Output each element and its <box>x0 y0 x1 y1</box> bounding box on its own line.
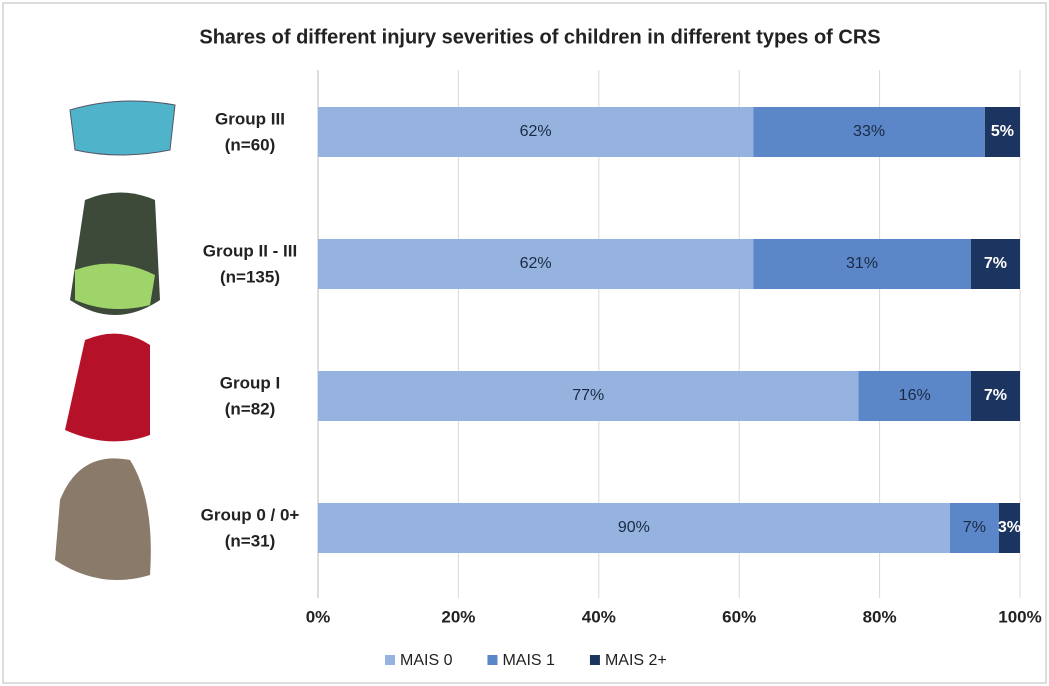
y-tick-label: Group 0 / 0+ <box>201 505 300 524</box>
x-tick-label: 0% <box>306 607 331 626</box>
legend-swatch <box>487 655 498 665</box>
legend-label: MAIS 2+ <box>605 652 667 669</box>
data-label: 7% <box>984 255 1007 272</box>
y-tick-label: (n=60) <box>225 135 276 154</box>
data-label: 31% <box>846 255 878 272</box>
legend-swatch <box>385 655 395 665</box>
legend-swatch <box>589 655 600 665</box>
bar-segment <box>858 371 971 421</box>
bar-segment <box>970 239 1020 289</box>
seat-icon <box>55 458 151 580</box>
data-label: 7% <box>984 387 1007 404</box>
legend-label: MAIS 1 <box>502 652 555 669</box>
y-tick-label: (n=31) <box>225 531 276 550</box>
bar-segment <box>318 107 754 157</box>
bar-segment <box>318 239 754 289</box>
data-label: 5% <box>991 123 1014 140</box>
data-label: 77% <box>572 387 604 404</box>
seat-icon <box>65 333 150 442</box>
y-tick-label: (n=82) <box>225 399 276 418</box>
x-tick-label: 100% <box>998 607 1041 626</box>
seat-icons <box>55 100 176 580</box>
bar-segment <box>949 503 999 553</box>
y-tick-label: Group III <box>215 109 285 128</box>
seat-icon <box>69 100 176 156</box>
data-label: 16% <box>899 387 931 404</box>
x-tick-label: 40% <box>582 607 616 626</box>
bar-segment <box>318 503 950 553</box>
x-tick-label: 60% <box>722 607 756 626</box>
data-label: 3% <box>998 519 1021 536</box>
bar-segment <box>998 503 1020 553</box>
bar-segment <box>753 239 971 289</box>
x-tick-label: 80% <box>863 607 897 626</box>
data-label: 33% <box>853 123 885 140</box>
bar-segment <box>970 371 1020 421</box>
bar-segment <box>753 107 985 157</box>
data-label: 62% <box>520 123 552 140</box>
chart-title: Shares of different injury severities of… <box>199 26 880 48</box>
data-label: 62% <box>520 255 552 272</box>
legend-label: MAIS 0 <box>400 652 453 669</box>
seat-icon <box>75 263 155 309</box>
bar-segment <box>318 371 859 421</box>
bar-segment <box>984 107 1020 157</box>
data-label: 90% <box>618 519 650 536</box>
y-tick-label: Group I <box>220 373 280 392</box>
y-tick-label: Group II - III <box>203 241 297 260</box>
data-label: 7% <box>963 519 986 536</box>
x-tick-label: 20% <box>441 607 475 626</box>
y-tick-label: (n=135) <box>220 267 280 286</box>
